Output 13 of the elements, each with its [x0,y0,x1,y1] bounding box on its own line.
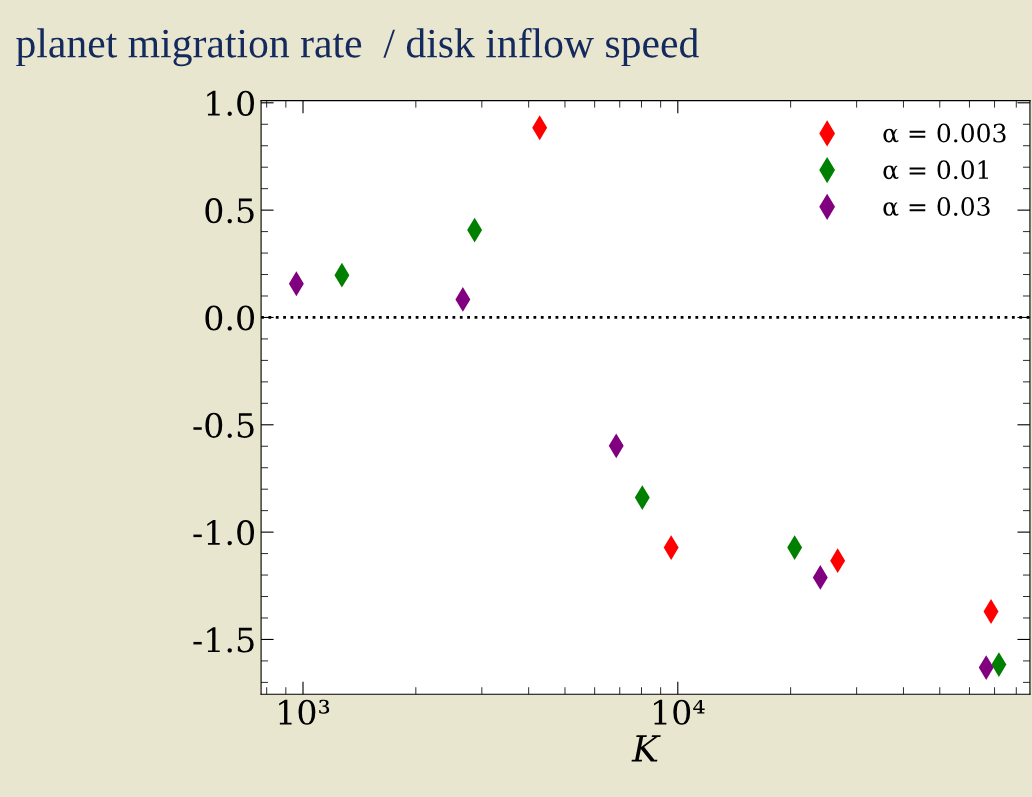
y-tick-label: -1.0 [193,520,255,546]
y-tick-label: -0.5 [193,412,254,438]
y-tick-label: 0.5 [205,198,254,224]
y-tick-label: 1.0 [207,90,255,116]
y-tick-label: -1.5 [193,627,254,653]
x-tick-label: 10⁴ [653,699,705,725]
chart-title: planet migration rate / disk inflow speed [16,27,699,67]
legend-label: α = 0.01 [883,160,988,180]
legend-label: α = 0.03 [883,196,990,216]
x-axis-title: K [631,735,661,762]
y-tick-label: 0.0 [205,305,255,331]
x-tick-label: 10³ [279,699,330,725]
legend-label: α = 0.003 [883,123,1006,143]
